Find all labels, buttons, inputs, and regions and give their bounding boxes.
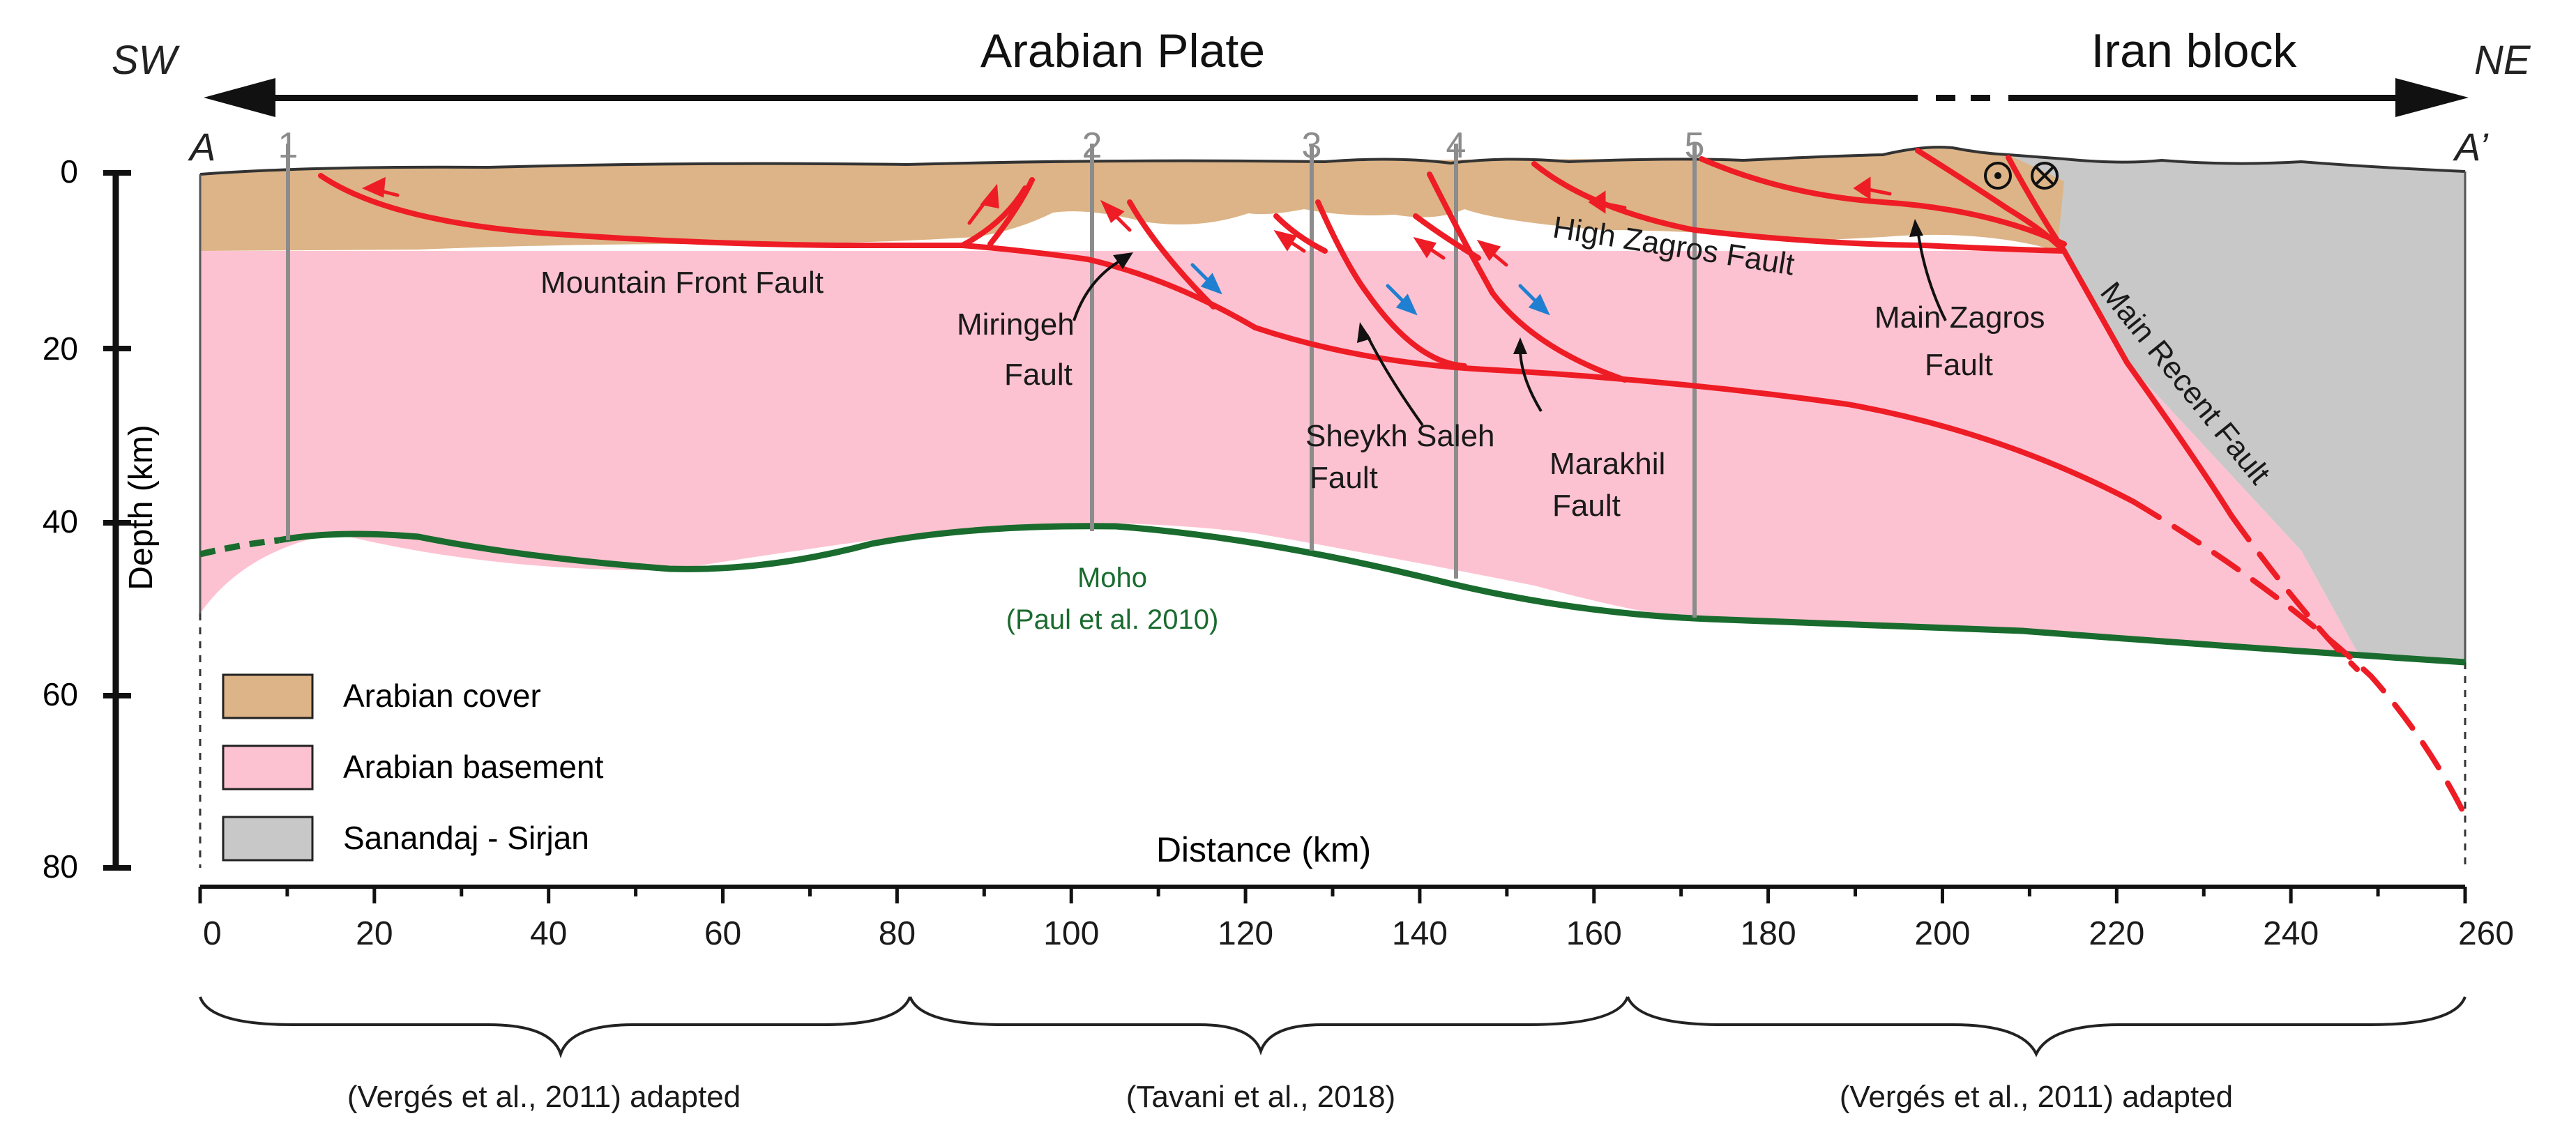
- a-end-label: A’: [2453, 125, 2489, 169]
- main-recent-fault: [2061, 248, 2234, 519]
- topographic-surface: [199, 146, 2466, 176]
- legend-item-sanandaj: Sanandaj - Sirjan: [222, 816, 589, 862]
- legend-item-basement: Arabian basement: [222, 744, 604, 790]
- cover-splay-2: [987, 177, 1035, 247]
- distance-tick-label-140: 140: [1392, 915, 1448, 952]
- main-zagros-fault: [1915, 148, 2067, 254]
- moho-label-2: (Paul et al. 2010): [1006, 604, 1219, 635]
- distance-tick-label-160: 160: [1566, 915, 1622, 952]
- arabian-plate-arrow: [204, 78, 1918, 117]
- source-braces: [199, 996, 2467, 1059]
- legend-label-sanandaj: Sanandaj - Sirjan: [343, 820, 589, 856]
- well-4-label: 4: [1446, 125, 1467, 166]
- legend: Arabian cover Arabian basement Sanandaj …: [222, 673, 604, 862]
- distance-tick-label-60: 60: [704, 915, 741, 952]
- well-lines: 1 2 3 4 5: [278, 125, 1704, 618]
- depth-tick-80: 80: [43, 848, 78, 885]
- arabian-basement-unit: [200, 251, 2361, 658]
- legend-label-cover: Arabian cover: [343, 678, 541, 714]
- source-left: (Vergés et al., 2011) adapted: [347, 1080, 741, 1114]
- label-pointers: [1073, 219, 1947, 427]
- depth-tick-60: 60: [43, 676, 78, 712]
- distance-tick-label-20: 20: [356, 915, 393, 952]
- well-2-label: 2: [1082, 125, 1103, 166]
- depth-tick-20: 20: [43, 330, 78, 367]
- depth-axis: 0 20 40 60 80 Depth (km): [43, 153, 160, 885]
- strike-slip-symbols: [1984, 162, 2059, 190]
- distance-tick-label-240: 240: [2263, 915, 2319, 952]
- arabian-cover-unit: [200, 147, 2064, 251]
- into-page-symbol: [2031, 162, 2059, 190]
- legend-item-cover: Arabian cover: [222, 673, 541, 719]
- depth-axis-label: Depth (km): [123, 425, 160, 590]
- sw-label: SW: [112, 38, 181, 83]
- sheykh-saleh-fault-b: [1315, 199, 1467, 369]
- source-middle: (Tavani et al., 2018): [1126, 1080, 1395, 1114]
- miringeh-label-2: Fault: [1004, 358, 1073, 392]
- moho-label-1: Moho: [1077, 563, 1147, 593]
- geologic-section: [199, 146, 2467, 868]
- depth-tick-0: 0: [60, 153, 78, 190]
- distance-tick-label-200: 200: [1914, 915, 1970, 952]
- marakhil-label-2: Fault: [1552, 489, 1621, 523]
- mountain-front-splay: [960, 185, 1028, 248]
- out-of-page-symbol: [1984, 162, 2012, 190]
- well-1-label: 1: [278, 125, 298, 166]
- distance-tick-label-220: 220: [2089, 915, 2144, 952]
- distance-tick-label-0: 0: [203, 915, 222, 952]
- ne-label: NE: [2474, 38, 2531, 83]
- iran-block-arrow: [2008, 78, 2469, 117]
- main-zagros-label-1: Main Zagros: [1874, 300, 2045, 335]
- main-recent-fault-dashed: [2131, 499, 2468, 818]
- moho-label: Moho (Paul et al. 2010): [1006, 563, 1219, 635]
- distance-axis: 0 20 40 60 80 100 120 140 160 180 200 220 240 260 Dis…: [198, 830, 2514, 952]
- distance-tick-label-180: 180: [1741, 915, 1796, 952]
- main-zagros-label-2: Fault: [1925, 348, 1993, 382]
- marakhil-fault-b: [1427, 171, 1628, 383]
- arabian-plate-label: Arabian Plate: [980, 24, 1265, 77]
- source-labels: (Vergés et al., 2011) adapted (Tavani et…: [347, 1080, 2233, 1114]
- source-right: (Vergés et al., 2011) adapted: [1840, 1080, 2233, 1114]
- main-zagros-splay: [2006, 155, 2067, 254]
- miringeh-label-1: Miringeh: [957, 307, 1075, 342]
- distance-tick-label-100: 100: [1043, 915, 1099, 952]
- main-recent-fault-dashed-2: [2229, 513, 2360, 672]
- sheykh-saleh-fault-a: [1273, 213, 1328, 254]
- moho-line: [199, 523, 2466, 666]
- marakhil-label-1: Marakhil: [1550, 447, 1665, 481]
- mountain-front-fault-label: Mountain Front Fault: [540, 266, 824, 300]
- distance-axis-label: Distance (km): [1156, 830, 1371, 869]
- well-3-label: 3: [1302, 125, 1322, 166]
- distance-tick-label-80: 80: [879, 915, 916, 952]
- sanandaj-sirjan-unit: [1939, 151, 2465, 662]
- a-start-label: A: [188, 125, 215, 169]
- miringeh-fault: [1127, 199, 1216, 310]
- slip-arrows: [361, 176, 1892, 316]
- distance-tick-label-260: 260: [2458, 915, 2514, 952]
- sheykh-saleh-label-2: Fault: [1310, 461, 1378, 495]
- direction-header: SW NE Arabian Plate Iran block A A’: [112, 24, 2531, 169]
- sheykh-saleh-label-1: Sheykh Saleh: [1305, 419, 1495, 453]
- distance-tick-label-40: 40: [530, 915, 567, 952]
- legend-label-basement: Arabian basement: [343, 749, 604, 785]
- distance-tick-label-120: 120: [1218, 915, 1273, 952]
- iran-block-label: Iran block: [2091, 24, 2298, 77]
- depth-tick-40: 40: [43, 503, 78, 540]
- plate-boundary-dash: [1936, 95, 1990, 101]
- high-zagros-upper: [1699, 156, 2067, 247]
